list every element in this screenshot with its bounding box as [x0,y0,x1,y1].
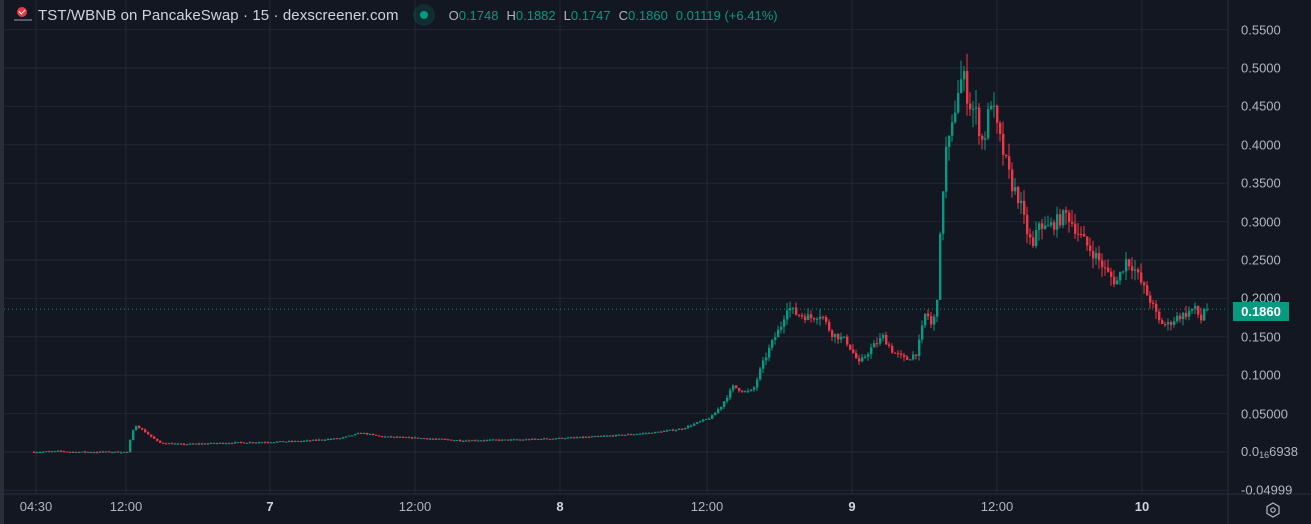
time-axis-label: 10 [1134,499,1150,514]
open-label: O [448,7,459,23]
left-edge-bar [0,0,4,524]
high-value: 0.1882 [515,7,556,23]
close-label: C [618,7,629,23]
price-axis-label: 0.5500 [1241,22,1281,38]
price-axis-label: 0.1500 [1241,329,1281,345]
live-status-icon [412,4,435,26]
price-axis-label: 0.0166938 [1241,444,1299,460]
price-axis-label: 0.4000 [1241,137,1281,153]
time-axis-label: 04:30 [19,499,53,514]
price-axis-label: 0.3000 [1241,214,1281,230]
current-price-tag: 0.1860 [1233,302,1289,321]
price-axis-label: -0.04999 [1241,482,1293,498]
high-label: H [506,7,516,23]
price-axis-label: 0.2500 [1241,252,1281,268]
price-axis-label: 0.5000 [1241,60,1281,76]
time-axis-label: 8 [556,499,564,514]
time-axis-label: 12:00 [398,499,432,514]
price-axis-label: 0.1000 [1241,367,1281,383]
time-axis-label: 12:00 [109,499,143,514]
token-logo-icon [14,6,32,24]
low-value: 0.1747 [570,7,611,23]
settings-icon [1266,502,1280,518]
change-value: 0.01119 (+6.41%) [675,7,778,23]
price-axis-label: 0.4500 [1241,98,1281,114]
time-axis-label: 7 [266,499,274,514]
chart-settings-button[interactable] [1264,501,1282,519]
close-value: 0.1860 [628,7,668,23]
open-value: 0.1748 [458,7,499,23]
time-axis-label: 12:00 [980,499,1014,514]
ohlc-legend: O0.1748 H0.1882 L0.1747 C0.1860 0.01119 … [449,8,778,23]
time-axis-label: 9 [848,499,856,514]
time-axis-label: 12:00 [690,499,724,514]
chart-title: TST/WBNB on PancakeSwap · 15 · dexscreen… [38,6,399,24]
price-axis-label: 0.3500 [1241,175,1281,191]
low-label: L [563,7,571,23]
chart-header: TST/WBNB on PancakeSwap · 15 · dexscreen… [0,0,1228,30]
price-axis-label: 0.05000 [1241,406,1288,422]
